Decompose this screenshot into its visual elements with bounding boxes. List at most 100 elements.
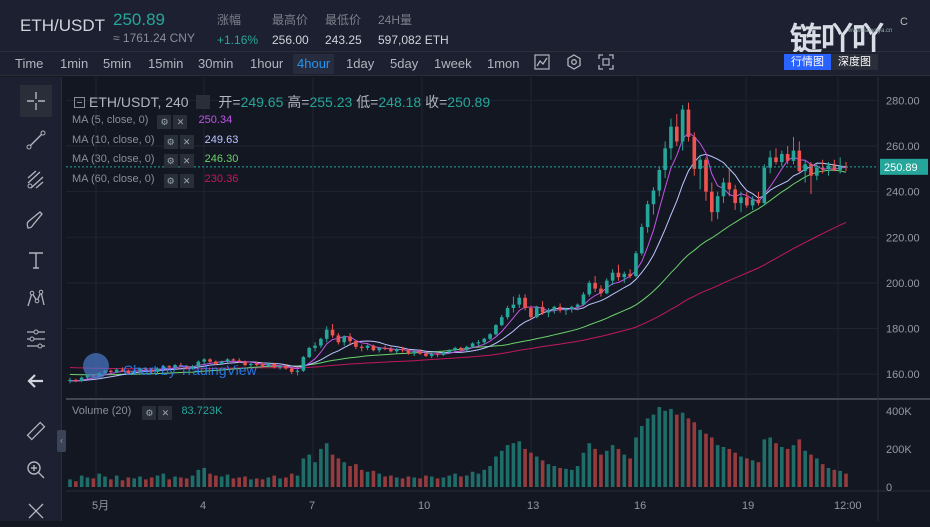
time-tick-label: 16 [634,500,646,512]
candle-body [348,336,352,342]
volume-remove-icon[interactable]: ✕ [158,406,173,420]
price-chart[interactable]: 160.00 180.00 200.00 220.00 240.00 260.00 280.… [66,77,930,521]
volume-bar [359,469,364,487]
time-tick-label: 10 [418,500,430,512]
volume-bar [354,464,358,487]
tf-1mon[interactable]: 1mon [487,56,520,71]
pattern-icon[interactable] [20,283,52,315]
volume-bar [68,479,72,487]
fib-icon[interactable] [20,164,52,196]
volume-bar [569,469,574,487]
tf-1hour[interactable]: 1hour [250,56,284,71]
candle-body [289,368,294,372]
tf-4hour[interactable]: 4hour [293,54,335,74]
indicator-settings-icon[interactable]: ⚙ [163,174,178,188]
volume-bar [149,477,154,487]
open-label: 开= [218,94,241,110]
magnet-icon[interactable] [20,495,52,527]
candle-body [412,351,417,354]
tf-5min[interactable]: 5min [103,56,132,71]
tf-time[interactable]: Time [15,56,44,71]
candle-body [756,199,761,204]
volume-bar [389,475,393,487]
text-icon[interactable] [20,244,52,276]
legend-settings-icon[interactable] [196,95,211,109]
volume-bar [336,458,341,487]
volume-bar [721,447,726,487]
candle-body [278,366,282,368]
volume-bar [803,450,807,487]
tf-1min[interactable]: 1min [60,56,89,71]
ohlc-legend: ETH/USDT, 240 开=249.65 高=255.23 低=248.18… [74,92,490,112]
candle-body [196,361,201,367]
volume-bar [319,448,323,487]
fullscreen-icon[interactable] [596,54,616,74]
candle-body [208,359,212,362]
indicator-settings-icon[interactable]: ⚙ [157,115,172,129]
candle-body [838,166,842,170]
indicator-remove-icon[interactable]: ✕ [173,115,188,129]
price-tick-label: 160.00 [886,369,920,381]
line-chart-icon[interactable] [532,54,552,74]
volume-bar [383,476,387,487]
tf-1day[interactable]: 1day [346,56,375,71]
volume-bar [581,452,586,487]
candle-body [109,370,113,372]
indicator-remove-icon[interactable]: ✕ [179,135,194,149]
tf-1week[interactable]: 1week [434,56,472,71]
settings-icon[interactable] [564,54,584,74]
candle-body [616,272,621,278]
volume-bar [167,479,171,487]
candle-body [657,169,662,191]
volume-bar [593,448,597,487]
zoom-icon[interactable] [20,454,52,486]
candle-body [820,167,825,169]
tf-5day[interactable]: 5day [390,56,419,71]
volume-bar [254,478,259,487]
indicator-settings-icon[interactable]: ⚙ [163,135,178,149]
back-arrow-icon[interactable] [20,365,52,397]
volume-bar [552,466,557,487]
volume-bar [686,418,691,487]
candle-body [406,350,411,354]
ruler-icon[interactable] [20,415,52,447]
stat-value: +1.16% [217,33,259,47]
last-price-badge [880,158,928,175]
candle-body [284,366,288,369]
volume-value: 83.723K [181,405,223,417]
candle-body [745,197,749,206]
volume-bar [196,469,201,487]
candle-body [138,368,142,371]
volume-bar [225,474,230,487]
tab-market-chart[interactable]: 行情图 [784,54,831,70]
candle-body [610,272,615,281]
indicator-remove-icon[interactable]: ✕ [179,174,194,188]
crosshair-icon[interactable] [20,85,52,117]
tf-30min[interactable]: 30min [198,56,234,71]
collapse-legend-icon[interactable] [74,97,85,108]
pair-name[interactable]: ETH/USDT [20,16,105,35]
volume-bar [540,460,545,487]
stat-label: 最低价 [325,13,362,27]
tab-depth-chart[interactable]: 深度图 [831,54,878,70]
logo-url: www.lianyaya.cn [848,28,893,34]
candle-body [342,336,347,343]
indicator-settings-icon[interactable]: ⚙ [163,154,178,168]
volume-bar [295,475,300,487]
volume-bar [499,450,504,487]
candle-body [523,297,527,309]
ma-line [69,169,847,376]
brush-icon[interactable] [20,204,52,236]
toolbar-collapse-handle[interactable]: ‹ [57,430,66,452]
trend-line-icon[interactable] [20,124,52,156]
indicator-value: 246.30 [204,153,239,165]
indicator-label: MA (10, close, 0) [72,134,155,146]
candle-body [780,154,784,163]
volume-settings-icon[interactable]: ⚙ [142,406,157,420]
price-tick-label: 200.00 [886,278,920,290]
tf-15min[interactable]: 15min [148,56,184,71]
volume-bar [173,476,177,487]
measure-icon[interactable] [20,323,52,355]
indicator-remove-icon[interactable]: ✕ [179,154,194,168]
drawing-toolbar [0,77,62,521]
